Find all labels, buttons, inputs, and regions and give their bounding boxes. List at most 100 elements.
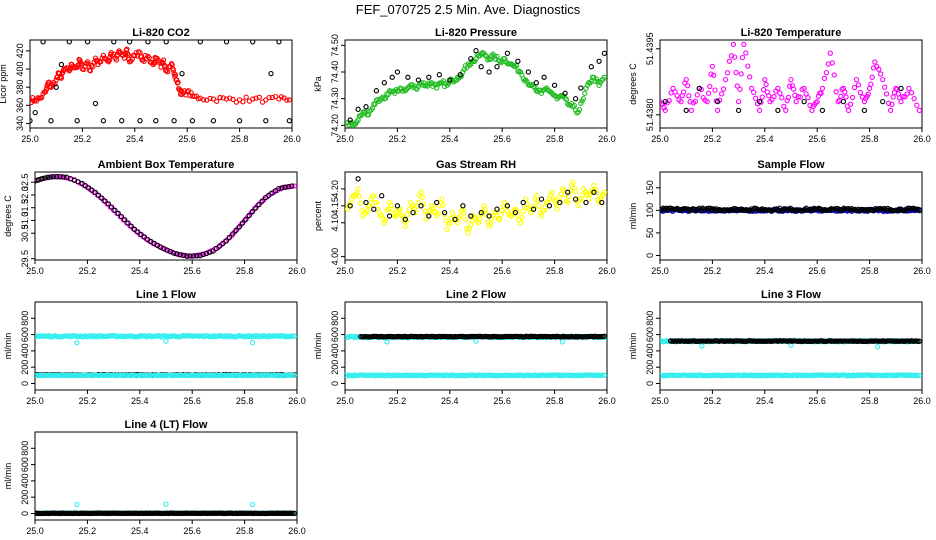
data-point <box>122 217 128 223</box>
data-point <box>118 213 125 220</box>
y-tick-label: 0 <box>645 381 655 386</box>
data-point <box>354 190 360 196</box>
data-point <box>66 40 72 45</box>
x-tick-label: 25.4 <box>131 396 149 406</box>
data-point <box>269 94 275 101</box>
data-point <box>409 81 415 88</box>
data-point <box>195 96 201 102</box>
x-tick-label: 25.0 <box>336 396 354 406</box>
data-point <box>914 102 920 108</box>
chart-panel-3: Li-820 Temperature degrees C 25.0 25.2 25.4 2… <box>628 27 931 144</box>
data-point <box>520 199 526 206</box>
y-tick-label: 0 <box>645 253 655 258</box>
data-point <box>478 64 484 70</box>
plot-frame <box>344 301 608 391</box>
data-point <box>887 107 894 114</box>
data-point <box>593 189 600 196</box>
data-point <box>226 234 233 241</box>
data-point <box>548 89 554 95</box>
data-point <box>549 189 555 195</box>
data-point <box>485 57 491 63</box>
data-point <box>845 107 852 114</box>
data-point <box>538 213 545 219</box>
data-point <box>799 86 805 93</box>
data-point <box>785 94 792 101</box>
data-point <box>393 86 399 93</box>
x-tick-label: 25.8 <box>236 266 254 276</box>
data-point <box>840 98 847 105</box>
data-point <box>735 107 742 114</box>
data-point <box>188 89 194 96</box>
panel-title: Li-820 CO2 <box>132 27 189 39</box>
data-point <box>272 93 279 100</box>
data-point <box>268 70 274 77</box>
data-point <box>684 82 691 89</box>
x-tick-label: 25.4 <box>441 396 459 406</box>
data-point <box>482 52 488 58</box>
data-point <box>194 253 200 259</box>
data-point <box>833 89 839 95</box>
data-point <box>730 41 737 48</box>
data-point <box>259 99 266 105</box>
data-point <box>741 41 747 48</box>
x-tick-label: 25.8 <box>236 526 254 536</box>
data-point <box>908 90 915 96</box>
data-point <box>724 70 731 76</box>
panel-title: Line 2 Flow <box>446 289 506 301</box>
y-axis-label: degrees C <box>628 63 638 105</box>
data-point <box>367 203 373 209</box>
data-point <box>249 208 256 215</box>
data-point <box>88 62 95 69</box>
x-tick-label: 25.0 <box>26 266 44 276</box>
x-tick-label: 26.0 <box>598 396 616 406</box>
data-point <box>562 90 568 96</box>
data-point <box>243 216 249 222</box>
data-point <box>249 340 256 346</box>
x-tick-label: 25.0 <box>26 396 44 406</box>
data-point <box>104 57 110 64</box>
y-tick-label: 32.5 <box>20 173 30 191</box>
y-tick-label: 800 <box>20 311 30 326</box>
data-point <box>559 339 566 345</box>
chart-panel-6: Sample Flow ml/min 25.0 25.2 25.4 25.6 25.8 26.… <box>628 159 931 276</box>
y-tick-label: 0 <box>330 381 340 386</box>
data-point <box>382 217 389 223</box>
panel-title: Sample Flow <box>757 159 825 171</box>
data-point <box>441 211 448 218</box>
chart-panel-10: Line 4 (LT) Flow ml/min 25.0 25.2 25.4 25.6 25… <box>3 419 306 536</box>
data-point <box>869 74 875 80</box>
data-point <box>534 198 541 204</box>
data-point <box>289 183 295 189</box>
data-point <box>40 40 46 45</box>
data-point <box>394 203 401 209</box>
data-point <box>112 207 118 213</box>
data-point <box>92 189 98 196</box>
x-tick-label: 25.8 <box>546 134 564 144</box>
data-point <box>829 60 835 66</box>
data-point <box>775 107 781 114</box>
x-tick-label: 26.0 <box>913 134 931 144</box>
data-point <box>419 194 425 201</box>
y-tick-label: 50 <box>645 228 655 238</box>
y-tick-label: 4.20 <box>330 180 340 198</box>
data-point <box>426 213 432 219</box>
data-point <box>368 196 374 202</box>
data-point <box>548 192 554 198</box>
x-tick-label: 25.8 <box>236 396 254 406</box>
y-tick-label: 150 <box>645 180 655 195</box>
chart-panel-1: Li-820 CO2 Licor ppm 25.0 25.2 25.4 25.6 25.8 2… <box>0 27 301 144</box>
data-point <box>179 70 185 77</box>
data-point <box>855 82 862 88</box>
y-tick-label: 400 <box>330 343 340 358</box>
y-tick-label: 74.40 <box>330 61 340 84</box>
data-point <box>461 210 467 216</box>
data-point <box>436 72 442 78</box>
data-point <box>751 89 757 96</box>
data-point <box>103 56 109 62</box>
data-point <box>347 117 353 123</box>
x-tick-label: 26.0 <box>913 266 931 276</box>
data-point <box>358 200 364 206</box>
plot-frame <box>34 171 298 261</box>
data-point <box>145 40 151 45</box>
data-point <box>557 199 563 206</box>
